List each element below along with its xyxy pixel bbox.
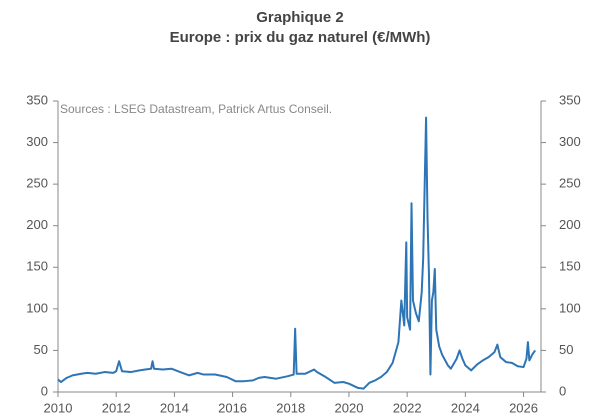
y-tick-label: 50 bbox=[34, 342, 48, 357]
chart-title: Graphique 2 bbox=[256, 9, 344, 26]
price-line bbox=[57, 116, 536, 390]
x-tick-label: 2026 bbox=[509, 400, 538, 415]
y2-tick-label: 250 bbox=[559, 176, 581, 191]
y-tick-label: 250 bbox=[26, 176, 48, 191]
y-tick-label: 350 bbox=[26, 92, 48, 107]
y2-tick-label: 100 bbox=[559, 300, 581, 315]
y2-tick-label: 50 bbox=[559, 342, 573, 357]
chart-subtitle: Europe : prix du gaz naturel (€/MWh) bbox=[170, 29, 431, 46]
y2-tick-label: 200 bbox=[559, 217, 581, 232]
y-tick-label: 0 bbox=[41, 383, 48, 398]
x-tick-label: 2022 bbox=[393, 400, 422, 415]
x-tick-label: 2016 bbox=[218, 400, 247, 415]
x-tick-label: 2020 bbox=[335, 400, 364, 415]
x-tick-label: 2014 bbox=[160, 400, 189, 415]
y-tick-label: 100 bbox=[26, 300, 48, 315]
y-tick-label: 300 bbox=[26, 134, 48, 149]
y-tick-label: 200 bbox=[26, 217, 48, 232]
y2-tick-label: 0 bbox=[559, 383, 566, 398]
y-tick-label: 150 bbox=[26, 259, 48, 274]
x-tick-label: 2018 bbox=[276, 400, 305, 415]
x-tick-label: 2010 bbox=[44, 400, 73, 415]
y2-tick-label: 150 bbox=[559, 259, 581, 274]
y2-tick-label: 350 bbox=[559, 92, 581, 107]
source-note: Sources : LSEG Datastream, Patrick Artus… bbox=[60, 102, 332, 116]
x-tick-label: 2024 bbox=[451, 400, 480, 415]
x-tick-label: 2012 bbox=[102, 400, 131, 415]
y2-tick-label: 300 bbox=[559, 134, 581, 149]
